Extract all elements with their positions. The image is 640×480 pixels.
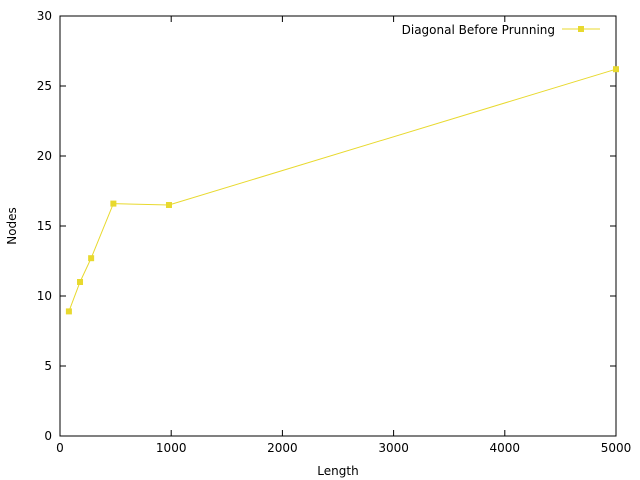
x-tick-label: 3000 [378, 441, 409, 455]
series-layer [65, 66, 619, 315]
data-point [613, 66, 619, 73]
x-tick-label: 5000 [601, 441, 632, 455]
x-tick-label: 0 [56, 441, 64, 455]
y-tick-label: 15 [37, 219, 52, 233]
x-tick-label: 4000 [490, 441, 521, 455]
axis-ticks [59, 15, 617, 437]
plot-frame [59, 15, 617, 437]
data-point [165, 202, 172, 208]
axis-tick-labels: 0 1000 2000 3000 4000 5000 0 5 10 15 20 25 30 [37, 9, 632, 455]
y-tick-label: 5 [44, 359, 52, 373]
legend-label: Diagonal Before Prunning [402, 23, 555, 37]
y-tick-label: 10 [37, 289, 52, 303]
data-point [110, 200, 117, 207]
legend-marker [578, 26, 584, 32]
series-line [68, 68, 617, 312]
x-axis-title: Length [317, 464, 358, 478]
x-tick-label: 2000 [267, 441, 298, 455]
data-point [88, 255, 95, 262]
y-axis-title: Nodes [5, 207, 19, 245]
y-tick-label: 0 [44, 429, 52, 443]
data-point [65, 308, 72, 315]
y-tick-label: 20 [37, 149, 52, 163]
legend: Diagonal Before Prunning [402, 23, 600, 37]
y-tick-label: 30 [37, 9, 52, 23]
data-point [77, 279, 84, 285]
y-tick-label: 25 [37, 79, 52, 93]
x-tick-label: 1000 [156, 441, 187, 455]
